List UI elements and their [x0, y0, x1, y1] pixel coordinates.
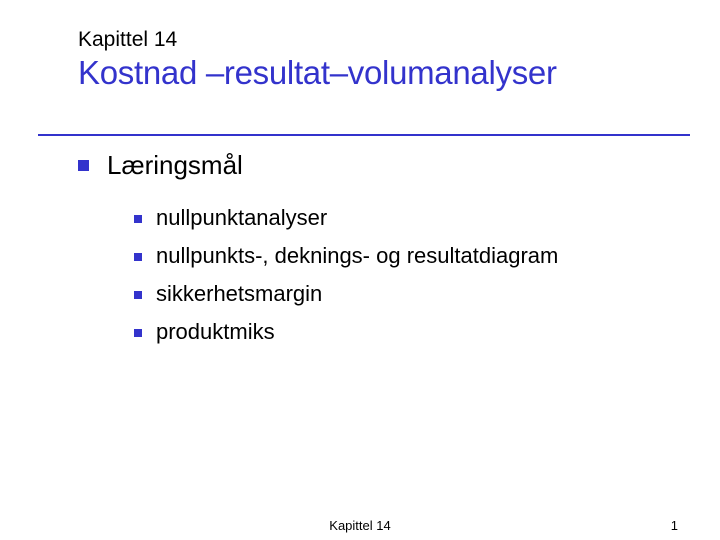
square-bullet-icon	[78, 160, 89, 171]
square-bullet-icon	[134, 215, 142, 223]
level2-item: nullpunkts-, deknings- og resultatdiagra…	[134, 243, 680, 269]
level1-text: Læringsmål	[107, 150, 243, 181]
square-bullet-icon	[134, 329, 142, 337]
level2-item: nullpunktanalyser	[134, 205, 680, 231]
level2-text: sikkerhetsmargin	[156, 281, 322, 307]
footer-center-text: Kapittel 14	[329, 518, 390, 533]
level2-text: nullpunktanalyser	[156, 205, 327, 231]
level2-item: produktmiks	[134, 319, 680, 345]
level2-item: sikkerhetsmargin	[134, 281, 680, 307]
square-bullet-icon	[134, 291, 142, 299]
square-bullet-icon	[134, 253, 142, 261]
level2-text: produktmiks	[156, 319, 275, 345]
level2-list: nullpunktanalyser nullpunkts-, deknings-…	[134, 205, 680, 345]
level2-text: nullpunkts-, deknings- og resultatdiagra…	[156, 243, 558, 269]
slide-title: Kostnad –resultat–volumanalyser	[78, 54, 680, 98]
level1-item: Læringsmål	[78, 150, 680, 181]
page-number: 1	[671, 518, 678, 533]
chapter-label: Kapittel 14	[78, 28, 680, 52]
slide-container: Kapittel 14 Kostnad –resultat–volumanaly…	[0, 0, 720, 540]
